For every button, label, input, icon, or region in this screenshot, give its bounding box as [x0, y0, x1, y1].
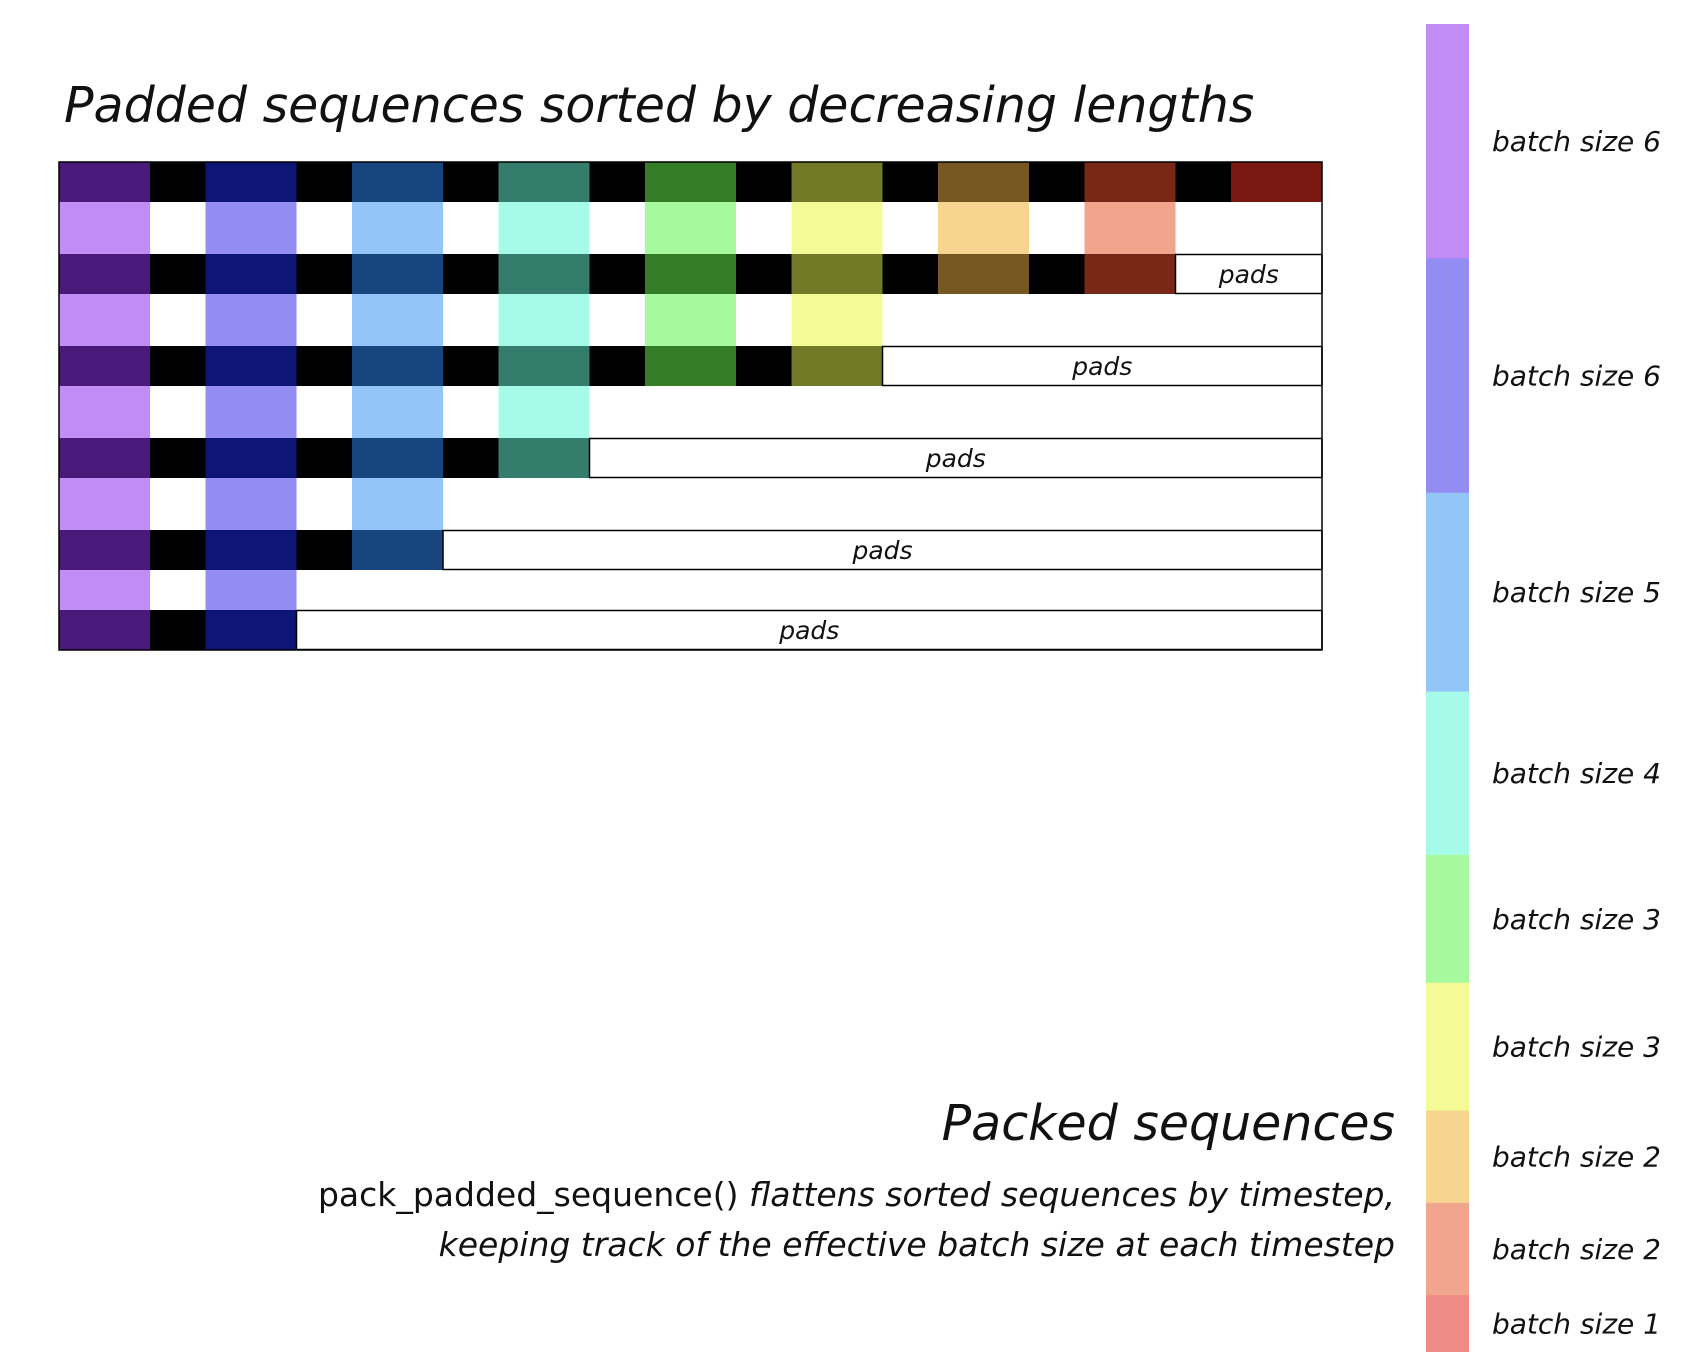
legend-swatch: [1426, 982, 1469, 1112]
timestep-cell: [59, 346, 150, 386]
timestep-cell: [498, 346, 590, 386]
light-cell: [791, 294, 883, 346]
light-cell: [59, 570, 150, 610]
legend-label: batch size 6: [1492, 125, 1661, 158]
light-cell: [205, 570, 297, 610]
light-cell: [645, 294, 736, 346]
timestep-cell: [205, 530, 297, 570]
timestep-cell: [352, 438, 443, 478]
timestep-cell: [1084, 254, 1176, 294]
pad-label: pads: [778, 616, 839, 645]
legend-swatch: [1426, 258, 1469, 494]
timestep-cell: [59, 438, 150, 478]
pad-box: [588, 437, 1323, 479]
timestep-cell: [352, 254, 443, 294]
caption-line-1-text: flattens sorted sequences by timestep,: [738, 1175, 1395, 1214]
timestep-cell: [645, 346, 736, 386]
timestep-cell: [59, 254, 150, 294]
legend-swatch: [1426, 24, 1469, 259]
timestep-cell: [938, 162, 1029, 202]
pad-box: [442, 529, 1323, 571]
packed-title: Packed sequences: [942, 1095, 1395, 1152]
legend-swatch: [1426, 1295, 1469, 1352]
light-cell: [59, 478, 150, 530]
light-cell: [645, 202, 736, 254]
timestep-cell: [59, 162, 150, 202]
caption-line-2: keeping track of the effective batch siz…: [439, 1225, 1395, 1264]
timestep-cell: [205, 610, 297, 650]
legend-swatch: [1426, 854, 1469, 984]
timestep-cell: [645, 254, 736, 294]
timestep-cell: [791, 346, 883, 386]
pad-label: pads: [1071, 352, 1132, 381]
light-cell: [791, 202, 883, 254]
padded-sequence-grid: pads pads pads pads pads: [58, 161, 1323, 651]
light-cell: [59, 386, 150, 438]
light-cell: [205, 202, 297, 254]
legend-label: batch size 5: [1492, 576, 1661, 609]
timestep-cell: [498, 162, 590, 202]
legend-label: batch size 6: [1492, 360, 1661, 393]
legend-swatch: [1426, 492, 1469, 693]
legend-label: batch size 1: [1492, 1308, 1661, 1341]
batch-size-legend: batch size 6 batch size 6 batch size 5 batc…: [1426, 24, 1661, 1352]
grid-border: [58, 161, 1323, 651]
timestep-cell: [498, 254, 590, 294]
timestep-cell: [205, 254, 297, 294]
light-cell: [59, 202, 150, 254]
light-cell: [352, 478, 443, 530]
light-cell: [938, 202, 1029, 254]
padded-title: Padded sequences sorted by decreasing le…: [64, 77, 1254, 134]
timestep-cell: [205, 346, 297, 386]
sequence-row: [59, 346, 883, 386]
light-cell: [498, 202, 590, 254]
timestep-cell: [352, 346, 443, 386]
caption-code: pack_padded_sequence(): [318, 1175, 739, 1214]
caption-line-1: pack_padded_sequence() flattens sorted s…: [318, 1175, 1395, 1214]
light-cell: [205, 294, 297, 346]
light-cell: [352, 202, 443, 254]
timestep-cell: [205, 438, 297, 478]
light-cell: [205, 386, 297, 438]
timestep-cell: [352, 162, 443, 202]
pad-label: pads: [851, 536, 912, 565]
light-cell: [498, 386, 590, 438]
timestep-cell: [1084, 162, 1176, 202]
pad-label: pads: [1218, 260, 1279, 289]
light-cell: [352, 294, 443, 346]
timestep-cell: [938, 254, 1029, 294]
timestep-cell: [59, 610, 150, 650]
timestep-cell: [59, 530, 150, 570]
light-cell: [59, 294, 150, 346]
timestep-cell: [791, 254, 883, 294]
light-cell: [352, 386, 443, 438]
legend-label: batch size 4: [1492, 757, 1661, 790]
legend-swatch: [1426, 1110, 1469, 1204]
timestep-cell: [352, 530, 443, 570]
pad-box: [1174, 253, 1323, 295]
pad-label: pads: [925, 444, 986, 473]
legend-swatch: [1426, 691, 1469, 856]
legend-swatch: [1426, 1202, 1469, 1296]
timestep-cell: [205, 162, 297, 202]
timestep-cell: [498, 438, 590, 478]
light-cell: [498, 294, 590, 346]
legend-label: batch size 2: [1492, 1141, 1661, 1174]
legend-label: batch size 2: [1492, 1233, 1661, 1266]
light-cell: [205, 478, 297, 530]
timestep-cell: [1231, 162, 1322, 202]
light-cell: [1084, 202, 1176, 254]
legend-label: batch size 3: [1492, 903, 1661, 936]
timestep-cell: [645, 162, 736, 202]
legend-label: batch size 3: [1492, 1031, 1661, 1064]
timestep-cell: [791, 162, 883, 202]
